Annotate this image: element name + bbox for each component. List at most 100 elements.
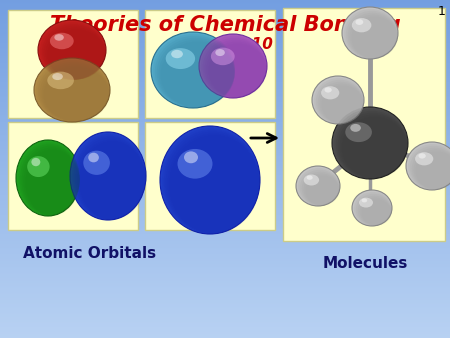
Bar	[0, 282, 450, 283]
Text: Chapter 10: Chapter 10	[178, 37, 272, 51]
Bar	[0, 129, 450, 130]
Bar	[0, 194, 450, 195]
Bar	[0, 12, 450, 13]
Bar	[0, 71, 450, 72]
Ellipse shape	[408, 144, 450, 190]
Bar	[0, 249, 450, 250]
Bar	[0, 319, 450, 320]
Bar	[0, 8, 450, 9]
Bar	[0, 125, 450, 126]
Bar	[0, 176, 450, 177]
Bar	[0, 264, 450, 265]
Bar	[0, 146, 450, 147]
Ellipse shape	[321, 86, 339, 99]
Bar	[0, 210, 450, 211]
Bar	[0, 52, 450, 53]
Bar	[0, 336, 450, 337]
Bar	[0, 284, 450, 285]
Bar	[0, 130, 450, 131]
Bar	[0, 266, 450, 267]
Bar	[0, 39, 450, 40]
Bar	[0, 86, 450, 87]
Bar	[0, 228, 450, 229]
Bar	[0, 265, 450, 266]
Bar	[0, 196, 450, 197]
Bar	[0, 49, 450, 50]
Bar	[0, 207, 450, 208]
Bar	[0, 151, 450, 152]
Bar	[0, 105, 450, 106]
Bar	[0, 122, 450, 123]
Bar	[0, 137, 450, 138]
Bar	[0, 57, 450, 58]
Bar	[0, 278, 450, 279]
Bar	[0, 158, 450, 159]
Ellipse shape	[362, 198, 367, 202]
Bar	[0, 277, 450, 278]
Bar	[0, 237, 450, 238]
Bar	[0, 279, 450, 280]
Ellipse shape	[336, 111, 408, 179]
Ellipse shape	[358, 196, 392, 226]
Bar	[0, 298, 450, 299]
Bar	[0, 113, 450, 114]
Ellipse shape	[205, 40, 267, 98]
Ellipse shape	[332, 107, 408, 179]
Bar	[0, 192, 450, 193]
Ellipse shape	[166, 132, 260, 234]
Ellipse shape	[354, 192, 392, 226]
Bar	[0, 37, 450, 38]
Bar	[0, 21, 450, 22]
Text: Atomic Orbitals: Atomic Orbitals	[23, 245, 157, 261]
Bar	[0, 308, 450, 309]
Bar	[0, 199, 450, 200]
Bar	[0, 304, 450, 305]
Bar	[0, 83, 450, 84]
Bar	[0, 10, 450, 11]
Bar	[0, 326, 450, 327]
Bar	[0, 311, 450, 312]
Bar	[0, 219, 450, 220]
Bar	[0, 162, 450, 163]
Ellipse shape	[412, 148, 450, 190]
Bar	[0, 243, 450, 244]
Bar	[0, 331, 450, 332]
Bar	[0, 50, 450, 51]
Bar	[0, 281, 450, 282]
Bar	[0, 234, 450, 235]
Bar	[0, 202, 450, 203]
Ellipse shape	[199, 34, 267, 98]
Bar	[0, 303, 450, 304]
Bar	[0, 301, 450, 302]
Bar	[0, 145, 450, 146]
Bar	[0, 60, 450, 61]
Bar	[0, 180, 450, 181]
Bar	[0, 330, 450, 331]
Bar	[0, 58, 450, 59]
Bar	[0, 88, 450, 89]
Bar	[0, 235, 450, 236]
Bar	[0, 29, 450, 30]
Bar	[0, 315, 450, 316]
Bar	[0, 140, 450, 141]
Bar	[0, 11, 450, 12]
Bar	[0, 239, 450, 240]
Ellipse shape	[184, 151, 198, 163]
Bar	[0, 168, 450, 169]
Ellipse shape	[44, 26, 106, 80]
Bar	[0, 213, 450, 214]
Bar	[0, 106, 450, 107]
Ellipse shape	[203, 38, 267, 98]
Ellipse shape	[302, 172, 340, 206]
Bar	[0, 72, 450, 73]
Bar	[0, 103, 450, 104]
Ellipse shape	[45, 28, 106, 80]
Bar	[0, 35, 450, 36]
Bar	[0, 291, 450, 292]
Ellipse shape	[47, 72, 74, 89]
Bar	[0, 161, 450, 162]
Bar	[0, 203, 450, 204]
Bar	[0, 323, 450, 324]
Bar	[0, 183, 450, 184]
Bar	[0, 270, 450, 271]
